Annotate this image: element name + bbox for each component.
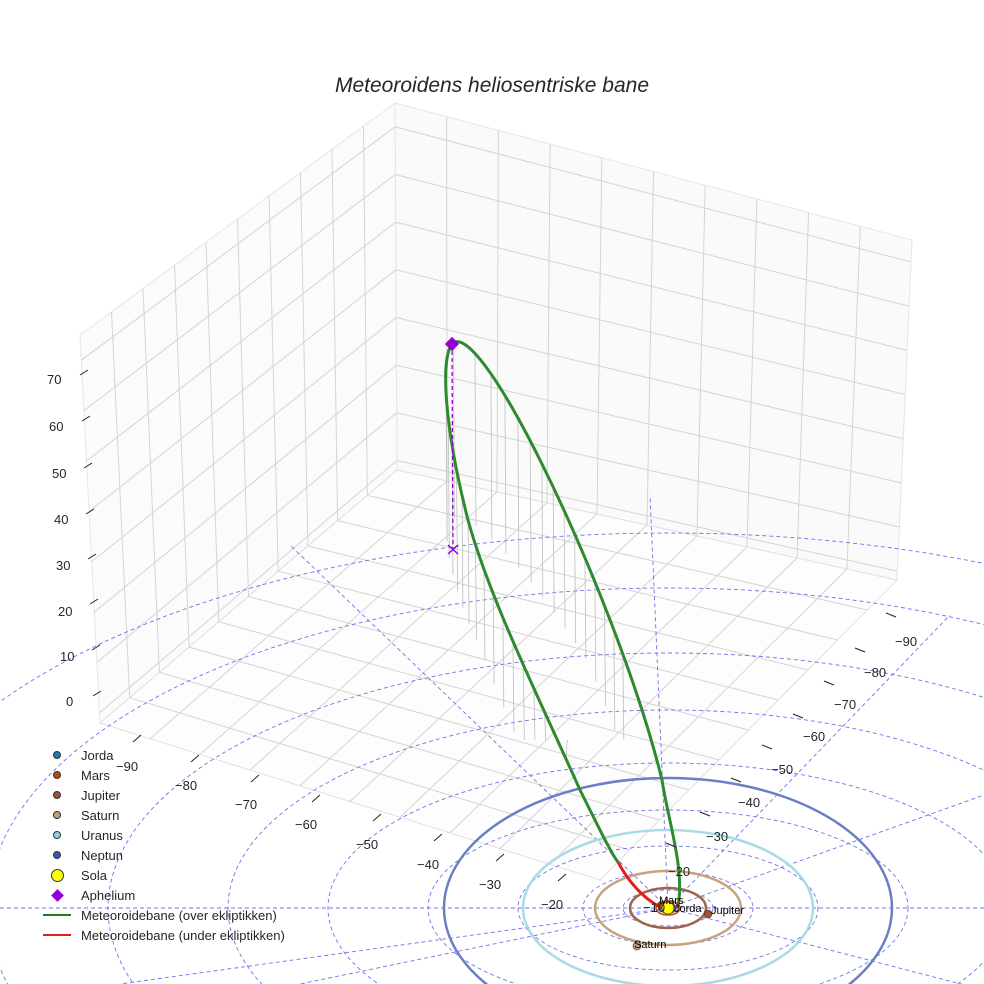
chart-title: Meteoroidens heliosentriske bane — [334, 74, 650, 97]
x-tick-m10: −10 — [643, 900, 665, 915]
mars-label: Mars — [659, 895, 684, 907]
saturn-label: Saturn — [634, 939, 666, 951]
x-tick-m90: −90 — [116, 759, 138, 774]
uranus-dot-icon — [53, 831, 61, 839]
green-line-icon — [43, 914, 71, 916]
x-axis — [132, 734, 567, 882]
z-tick-0: 0 — [66, 694, 73, 709]
y-tick-m50: −50 — [771, 762, 793, 777]
z-tick-10: 10 — [60, 649, 74, 664]
mars-dot-icon — [53, 771, 61, 779]
legend-item-saturn: Saturn — [40, 805, 285, 825]
jorda-dot-icon — [53, 751, 61, 759]
x-tick-m60: −60 — [295, 817, 317, 832]
y-tick-m60: −60 — [803, 729, 825, 744]
z-tick-20: 20 — [58, 604, 72, 619]
jupiter-orbit — [628, 886, 708, 930]
saturn-orbit — [593, 869, 743, 947]
legend-item-mars: Mars — [40, 765, 285, 785]
uranus-orbit — [521, 828, 815, 984]
z-tick-70: 70 — [47, 372, 61, 387]
y-tick-m80: −80 — [864, 665, 886, 680]
y-tick-m70: −70 — [834, 697, 856, 712]
z-tick-60: 60 — [49, 419, 63, 434]
z-tick-50: 50 — [52, 466, 66, 481]
legend: Jorda Mars Jupiter Saturn Uranus Neptun … — [40, 745, 285, 945]
neptun-orbit — [442, 776, 894, 984]
jorda-label: Jorda — [674, 903, 702, 915]
mars-orbit — [655, 900, 681, 916]
z-axis — [79, 369, 102, 697]
sola-marker — [661, 901, 675, 915]
x-tick-m50: −50 — [356, 837, 378, 852]
z-tick-30: 30 — [56, 558, 70, 573]
legend-item-orbit-above: Meteoroidebane (over ekliptikken) — [40, 905, 285, 925]
ecliptic-grid — [0, 494, 984, 984]
red-line-icon — [43, 934, 71, 936]
aphelium-diamond-icon — [50, 888, 64, 902]
neptun-dot-icon — [53, 851, 61, 859]
y-tick-m90: −90 — [895, 634, 917, 649]
aphelium-marker — [444, 336, 460, 352]
projection-lines — [445, 342, 625, 760]
saturn-dot-icon — [53, 811, 61, 819]
y-tick-m20: −20 — [668, 864, 690, 879]
y-tick-m30: −30 — [706, 829, 728, 844]
legend-item-sola: Sola — [40, 865, 285, 885]
y-tick-m40: −40 — [738, 795, 760, 810]
jupiter-dot-icon — [53, 791, 61, 799]
jupiter-marker — [703, 909, 713, 919]
x-tick-m30: −30 — [479, 877, 501, 892]
legend-item-jorda: Jorda — [40, 745, 285, 765]
x-tick-m80: −80 — [175, 778, 197, 793]
aphelium-drop-line — [451, 343, 454, 550]
legend-item-neptun: Neptun — [40, 845, 285, 865]
sola-dot-icon — [50, 868, 64, 882]
x-tick-m40: −40 — [417, 857, 439, 872]
legend-item-jupiter: Jupiter — [40, 785, 285, 805]
planet-orbits — [442, 776, 894, 984]
aphelium-projection-x — [447, 544, 459, 555]
z-tick-40: 40 — [54, 512, 68, 527]
legend-item-aphelium: Aphelium — [40, 885, 285, 905]
legend-item-uranus: Uranus — [40, 825, 285, 845]
x-tick-m70: −70 — [235, 797, 257, 812]
saturn-marker — [632, 941, 642, 951]
legend-item-orbit-below: Meteoroidebane (under ekliptikken) — [40, 925, 285, 945]
x-tick-m20: −20 — [541, 897, 563, 912]
y-axis — [665, 612, 897, 848]
jupiter-label: Jupiter — [711, 905, 744, 917]
box-grid — [79, 102, 913, 881]
